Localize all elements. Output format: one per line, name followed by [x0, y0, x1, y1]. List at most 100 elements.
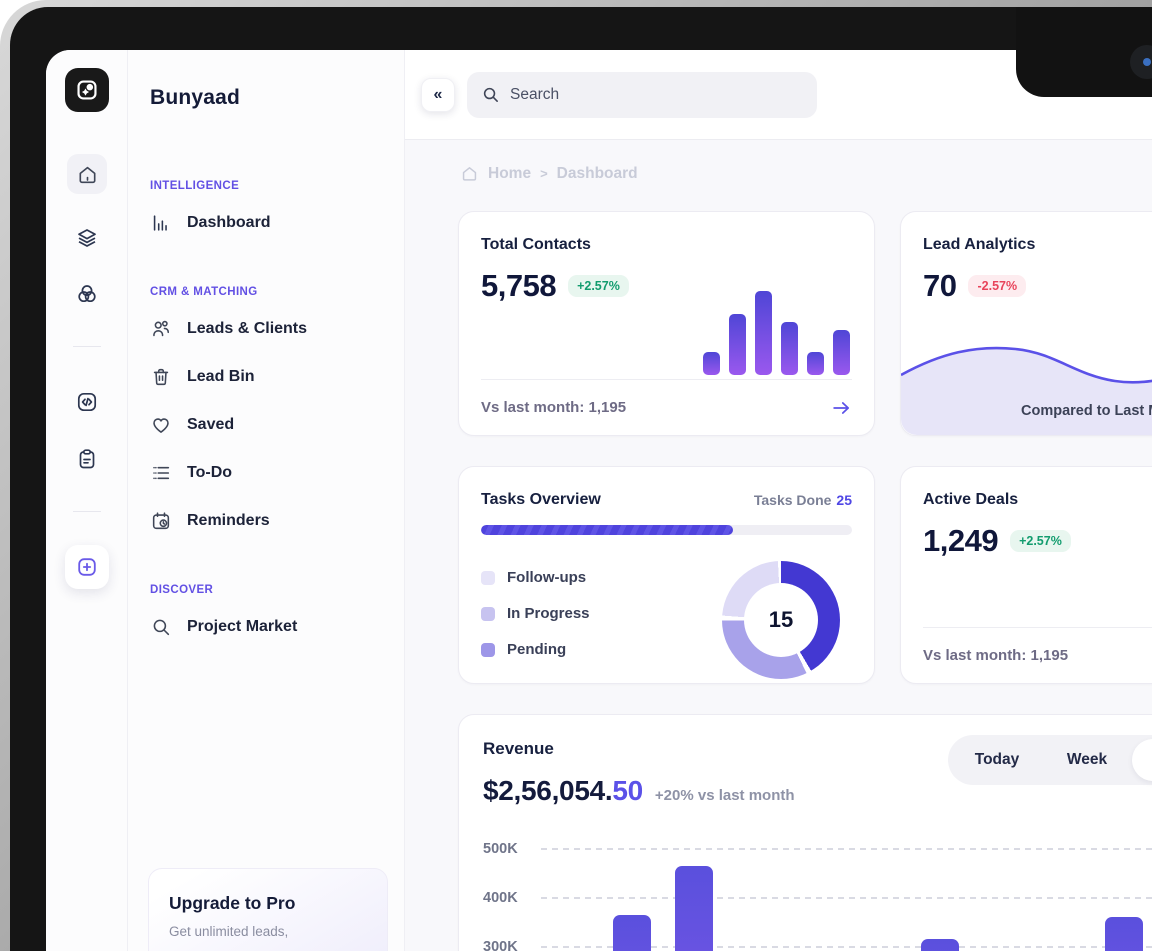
brand-logo[interactable]: [65, 68, 109, 112]
tasks-progress-fill: [481, 525, 734, 535]
revenue-bar: [1105, 917, 1143, 951]
sidebar-section-discover: DISCOVER: [150, 584, 214, 596]
revenue-range-toggle: Today Week: [948, 735, 1152, 785]
app-screen: Bunyaad INTELLIGENCE Dashboard CRM & MAT…: [46, 50, 1152, 951]
rail-divider: [73, 346, 101, 347]
vs-last-month-text: Vs last month: 1,195: [923, 647, 1069, 664]
rail-item-add[interactable]: [65, 545, 109, 589]
sidebar-item-todo[interactable]: To-Do: [150, 462, 384, 484]
upgrade-to-pro-card[interactable]: Upgrade to Pro Get unlimited leads,: [148, 868, 388, 951]
y-axis-tick: 500K: [483, 841, 518, 857]
sidebar-section-intelligence: INTELLIGENCE: [150, 180, 240, 192]
vs-last-month-text: Vs last month: 1,195: [481, 399, 627, 416]
main-area: «: [405, 50, 1152, 951]
revenue-bar: [921, 939, 959, 951]
y-axis-tick: 300K: [483, 939, 518, 951]
breadcrumb: Home > Dashboard: [460, 164, 1152, 183]
chevrons-left-icon: «: [433, 85, 443, 103]
spark-bar: [781, 322, 798, 375]
home-icon: [76, 163, 99, 186]
legend-swatch: [481, 570, 495, 585]
tasks-overview-card: Tasks Overview Tasks Done 25: [458, 466, 875, 684]
rail-item-code[interactable]: [67, 382, 107, 422]
search-input[interactable]: [510, 85, 803, 104]
active-deals-value: 1,249: [923, 523, 999, 558]
total-contacts-sparkline: [703, 291, 850, 375]
sidebar-item-label: Project Market: [187, 618, 298, 635]
layers-icon: [75, 226, 99, 250]
sidebar-item-reminders[interactable]: Reminders: [150, 510, 384, 532]
lead-analytics-value: 70: [923, 268, 957, 303]
clipboard-icon: [75, 447, 99, 471]
delta-badge: +2.57%: [568, 275, 629, 297]
rail-item-layers[interactable]: [67, 218, 107, 258]
bunyaad-logo-mark-icon: [74, 77, 100, 103]
tasks-donut-chart: 15: [722, 561, 840, 679]
camera-notch: [1016, 7, 1152, 97]
card-title: Total Contacts: [481, 236, 591, 253]
upgrade-title: Upgrade to Pro: [169, 893, 296, 913]
sidebar-item-dashboard[interactable]: Dashboard: [150, 212, 384, 234]
revenue-bar-chart: 500K 400K 300K: [483, 829, 1152, 951]
spark-bar: [703, 352, 720, 375]
search-icon: [150, 616, 172, 638]
trash-icon: [150, 366, 172, 388]
breadcrumb-separator: >: [540, 166, 548, 181]
sidebar-item-label: Reminders: [187, 512, 270, 529]
search-bar[interactable]: [467, 71, 817, 118]
legend-swatch: [481, 642, 495, 657]
code-square-icon: [75, 390, 99, 414]
tasks-legend: Follow-ups In Progress Pending: [481, 569, 590, 679]
webcam: [1130, 45, 1152, 79]
range-tab-selected[interactable]: [1132, 739, 1152, 781]
card-title: Revenue: [483, 739, 554, 758]
sidebar-item-label: Lead Bin: [187, 368, 255, 385]
breadcrumb-dashboard: Dashboard: [556, 164, 638, 182]
sidebar-item-leads-clients[interactable]: Leads & Clients: [150, 318, 384, 340]
rail-item-clipboard[interactable]: [67, 439, 107, 479]
rail-item-home[interactable]: [67, 154, 107, 194]
y-axis-tick: 400K: [483, 890, 518, 906]
checklist-icon: [150, 462, 172, 484]
tasks-done-label: Tasks Done 25: [753, 492, 852, 508]
bar-chart-icon: [150, 212, 172, 234]
sidebar-item-label: Dashboard: [187, 214, 271, 231]
calendar-clock-icon: [150, 510, 172, 532]
stats-row-2: Tasks Overview Tasks Done 25: [458, 466, 1152, 684]
sidebar-collapse-button[interactable]: «: [421, 77, 455, 112]
sidebar-item-label: Leads & Clients: [187, 320, 308, 337]
app-title: Bunyaad: [150, 86, 241, 109]
add-square-icon: [75, 555, 99, 579]
webcam-indicator: [1143, 58, 1151, 66]
upgrade-subtitle: Get unlimited leads,: [169, 924, 289, 939]
range-tab-today[interactable]: Today: [974, 751, 1020, 768]
home-icon: [460, 164, 479, 183]
rail-divider: [73, 511, 101, 512]
users-icon: [150, 318, 172, 340]
delta-badge: +2.57%: [1010, 530, 1071, 552]
card-title: Tasks Overview: [481, 491, 601, 508]
breadcrumb-home[interactable]: Home: [488, 164, 532, 182]
rail-item-matching[interactable]: [67, 274, 107, 314]
delta-badge: -2.57%: [968, 275, 1027, 297]
total-contacts-card: Total Contacts 5,758 +2.57% Vs last mont…: [458, 211, 875, 436]
legend-item-follow-ups: Follow-ups: [481, 569, 590, 586]
revenue-comparison: +20% vs last month: [654, 787, 795, 804]
legend-item-pending: Pending: [481, 641, 590, 658]
card-title: Lead Analytics: [923, 236, 1036, 253]
compared-to-last-month-text: Compared to Last M: [1021, 403, 1152, 419]
sidebar-item-project-market[interactable]: Project Market: [150, 616, 384, 638]
active-deals-card: Active Deals 1,249 +2.57% Vs last month:…: [900, 466, 1152, 684]
heart-icon: [150, 414, 172, 436]
sidebar: Bunyaad INTELLIGENCE Dashboard CRM & MAT…: [128, 50, 405, 951]
dashboard-content: Home > Dashboard Total Contacts 5,758 +2…: [405, 140, 1152, 951]
sidebar-item-saved[interactable]: Saved: [150, 414, 384, 436]
sidebar-item-lead-bin[interactable]: Lead Bin: [150, 366, 384, 388]
arrow-right-icon[interactable]: [830, 397, 852, 419]
spark-bar: [729, 314, 746, 375]
search-icon: [481, 85, 500, 104]
range-tab-week[interactable]: Week: [1066, 751, 1108, 768]
revenue-bar: [613, 915, 651, 951]
total-contacts-value: 5,758: [481, 268, 557, 303]
